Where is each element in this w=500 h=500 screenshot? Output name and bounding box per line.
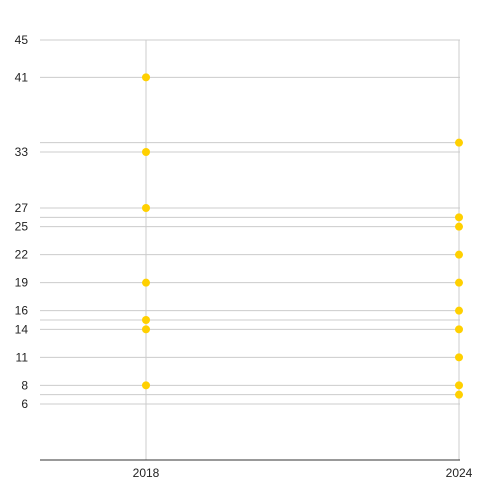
data-point xyxy=(142,204,150,212)
y-tick-label: 25 xyxy=(15,220,29,234)
y-tick-label: 33 xyxy=(15,145,29,159)
y-tick-label: 8 xyxy=(21,378,28,392)
y-tick-label: 6 xyxy=(21,397,28,411)
data-point xyxy=(455,306,463,315)
data-point xyxy=(142,73,150,82)
y-tick-label: 41 xyxy=(15,70,29,84)
data-point xyxy=(455,138,463,147)
y-tick-label: 11 xyxy=(16,350,29,364)
data-points xyxy=(142,73,463,399)
data-point xyxy=(142,316,150,324)
y-tick-label: 45 xyxy=(15,33,29,47)
data-point xyxy=(455,213,463,222)
x-tick-label: 2018 xyxy=(133,466,160,480)
data-point xyxy=(142,325,150,334)
data-point xyxy=(455,278,463,287)
data-point xyxy=(455,325,463,334)
x-tick-labels: 2018 2024 xyxy=(133,466,473,480)
y-tick-label: 27 xyxy=(15,201,29,215)
data-point xyxy=(142,278,150,287)
y-tick-label: 19 xyxy=(15,276,29,290)
data-point xyxy=(455,390,463,399)
y-tick-label: 14 xyxy=(15,322,29,336)
y-tick-label: 22 xyxy=(15,248,29,262)
y-tick-labels: 45 41 33 27 25 22 19 16 14 11 8 6 xyxy=(15,33,29,411)
x-gridlines xyxy=(145,40,460,460)
data-point xyxy=(142,381,150,390)
data-point xyxy=(455,222,463,231)
data-point xyxy=(455,353,463,362)
gridlines xyxy=(40,39,460,405)
data-point xyxy=(455,381,463,390)
y-tick-label: 16 xyxy=(15,304,29,318)
data-point xyxy=(142,148,150,156)
x-tick-label: 2024 xyxy=(446,466,473,480)
data-point xyxy=(455,250,463,259)
